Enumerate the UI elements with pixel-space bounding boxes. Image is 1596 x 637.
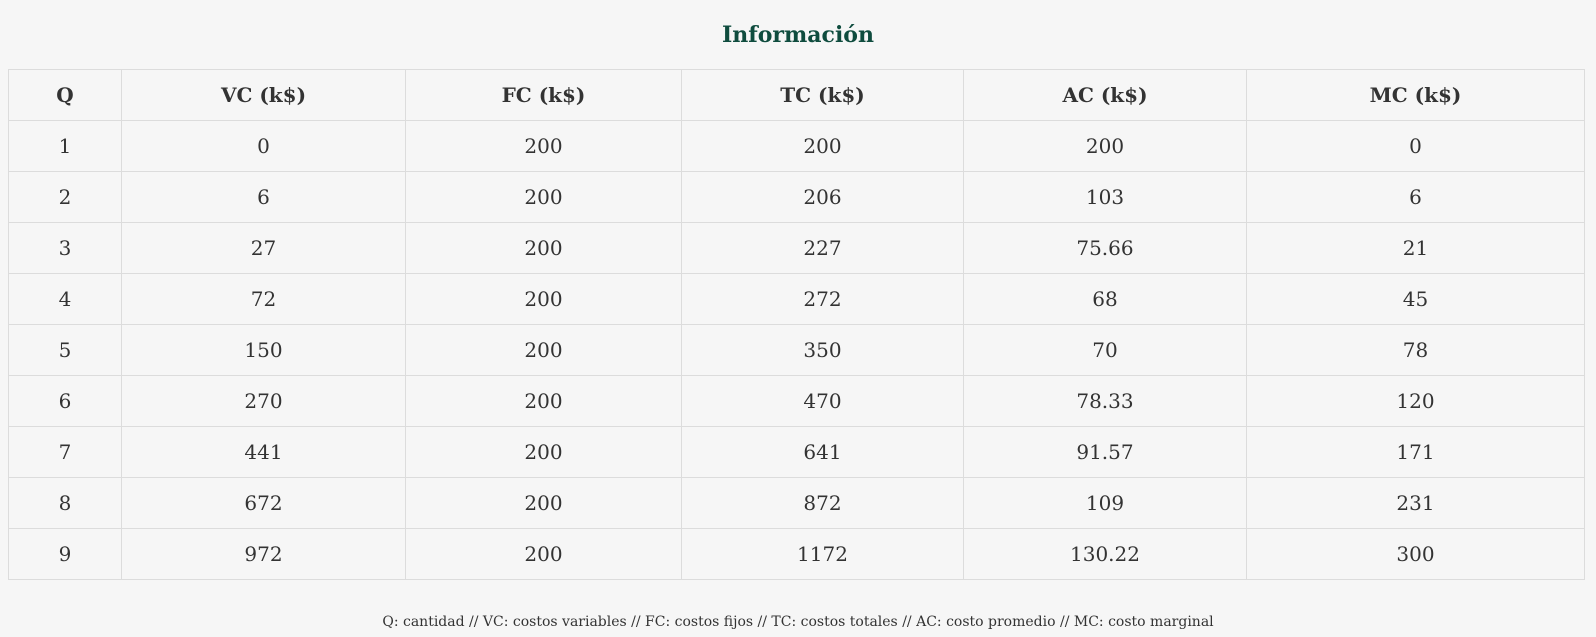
cell-vc: 441 (121, 426, 406, 478)
cell-q: 4 (8, 273, 122, 325)
cost-table: Q VC (k$) FC (k$) TC (k$) AC (k$) MC (k$… (8, 69, 1585, 580)
header-vc: VC (k$) (121, 69, 406, 121)
header-ac: AC (k$) (963, 69, 1247, 121)
cell-vc: 0 (121, 120, 406, 172)
cell-mc: 78 (1246, 324, 1585, 376)
cell-mc: 0 (1246, 120, 1585, 172)
cell-vc: 672 (121, 477, 406, 529)
cell-q: 9 (8, 528, 122, 580)
header-q: Q (8, 69, 122, 121)
table-row: 8 672 200 872 109 231 (8, 477, 1585, 529)
table-row: 2 6 200 206 103 6 (8, 171, 1585, 223)
cell-ac: 91.57 (963, 426, 1247, 478)
cell-ac: 70 (963, 324, 1247, 376)
cell-mc: 45 (1246, 273, 1585, 325)
table-row: 4 72 200 272 68 45 (8, 273, 1585, 325)
cell-tc: 1172 (681, 528, 964, 580)
cell-ac: 103 (963, 171, 1247, 223)
abbreviations-note: Q: cantidad // VC: costos variables // F… (382, 614, 1214, 630)
cell-vc: 6 (121, 171, 406, 223)
cell-q: 8 (8, 477, 122, 529)
cell-fc: 200 (405, 426, 682, 478)
header-fc: FC (k$) (405, 69, 682, 121)
cell-tc: 872 (681, 477, 964, 529)
table-row: 3 27 200 227 75.66 21 (8, 222, 1585, 274)
cell-vc: 27 (121, 222, 406, 274)
cell-tc: 641 (681, 426, 964, 478)
cell-fc: 200 (405, 222, 682, 274)
cell-tc: 227 (681, 222, 964, 274)
page-title: Información (722, 22, 874, 48)
table-row: 6 270 200 470 78.33 120 (8, 375, 1585, 427)
cell-mc: 6 (1246, 171, 1585, 223)
table-header-row: Q VC (k$) FC (k$) TC (k$) AC (k$) MC (k$… (8, 69, 1585, 121)
cell-vc: 972 (121, 528, 406, 580)
table-row: 1 0 200 200 200 0 (8, 120, 1585, 172)
cell-fc: 200 (405, 477, 682, 529)
cell-vc: 72 (121, 273, 406, 325)
cell-ac: 78.33 (963, 375, 1247, 427)
cell-q: 1 (8, 120, 122, 172)
cell-q: 7 (8, 426, 122, 478)
header-mc: MC (k$) (1246, 69, 1585, 121)
cell-tc: 206 (681, 171, 964, 223)
cell-fc: 200 (405, 273, 682, 325)
cell-fc: 200 (405, 375, 682, 427)
cell-ac: 200 (963, 120, 1247, 172)
cell-q: 2 (8, 171, 122, 223)
header-tc: TC (k$) (681, 69, 964, 121)
cell-fc: 200 (405, 120, 682, 172)
cell-tc: 470 (681, 375, 964, 427)
cell-fc: 200 (405, 528, 682, 580)
cell-q: 3 (8, 222, 122, 274)
cell-ac: 75.66 (963, 222, 1247, 274)
cell-q: 5 (8, 324, 122, 376)
cell-mc: 21 (1246, 222, 1585, 274)
cell-tc: 350 (681, 324, 964, 376)
cell-ac: 68 (963, 273, 1247, 325)
cell-ac: 130.22 (963, 528, 1247, 580)
cell-mc: 231 (1246, 477, 1585, 529)
cell-mc: 171 (1246, 426, 1585, 478)
cell-q: 6 (8, 375, 122, 427)
table-row: 7 441 200 641 91.57 171 (8, 426, 1585, 478)
cell-tc: 272 (681, 273, 964, 325)
cell-mc: 120 (1246, 375, 1585, 427)
table-row: 9 972 200 1172 130.22 300 (8, 528, 1585, 580)
table-row: 5 150 200 350 70 78 (8, 324, 1585, 376)
cell-fc: 200 (405, 171, 682, 223)
cell-vc: 150 (121, 324, 406, 376)
cell-ac: 109 (963, 477, 1247, 529)
cell-vc: 270 (121, 375, 406, 427)
cell-tc: 200 (681, 120, 964, 172)
cell-mc: 300 (1246, 528, 1585, 580)
cell-fc: 200 (405, 324, 682, 376)
